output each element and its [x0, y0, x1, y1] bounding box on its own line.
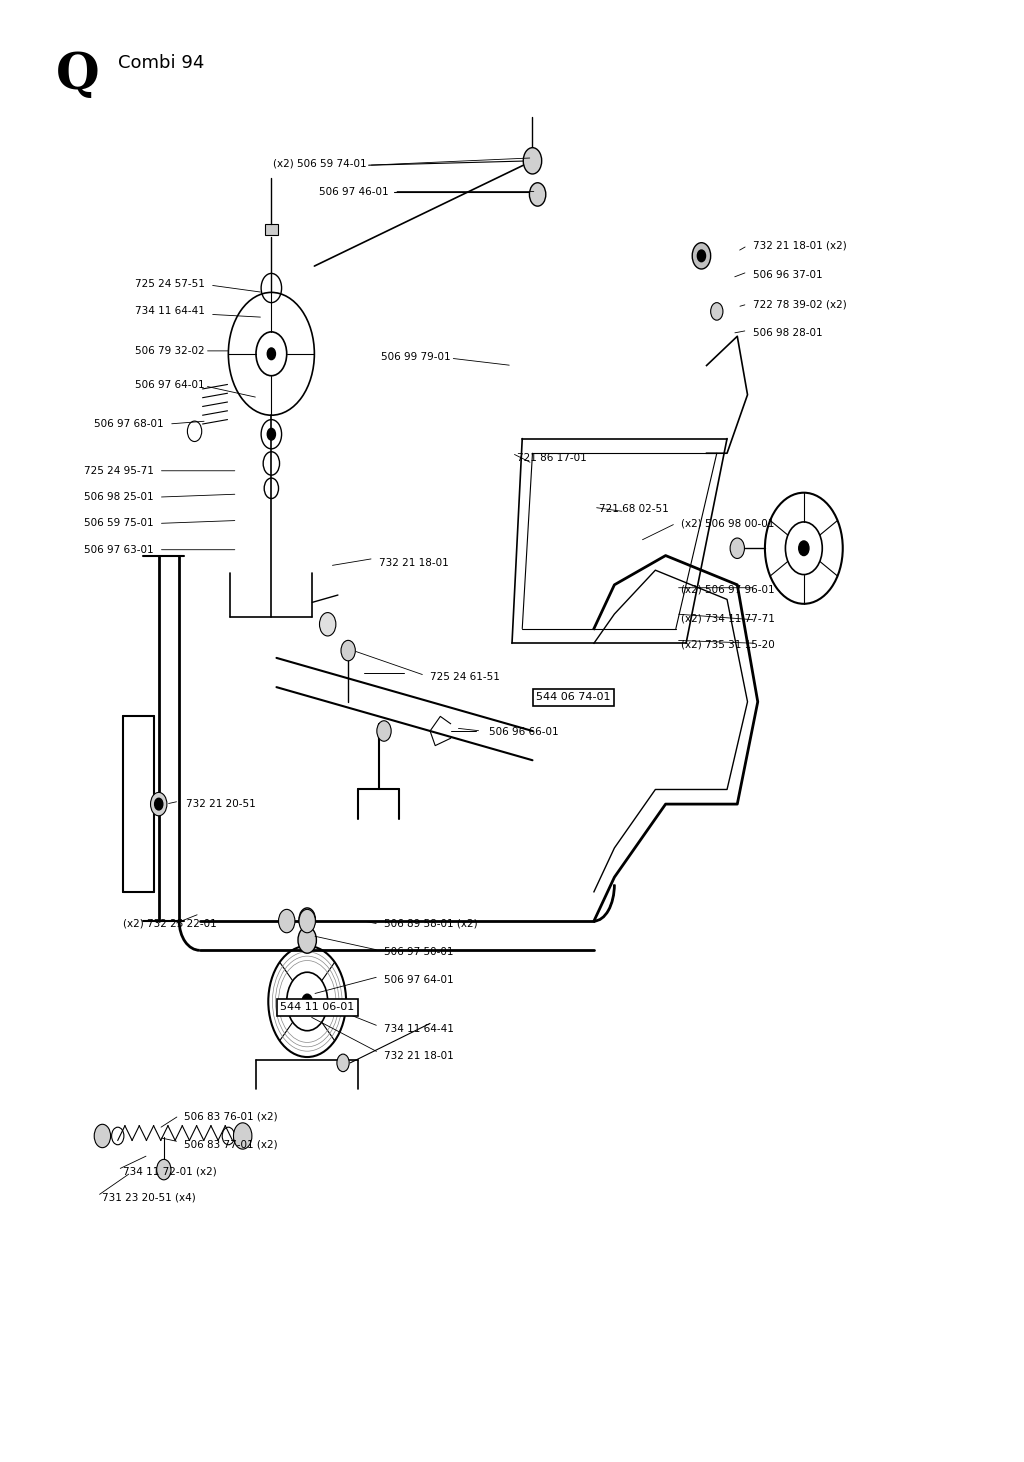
- Text: 721 68 02-51: 721 68 02-51: [599, 504, 669, 513]
- Text: (x2) 732 25 22-01: (x2) 732 25 22-01: [123, 920, 217, 928]
- Text: Combi 94: Combi 94: [118, 54, 204, 72]
- Circle shape: [299, 908, 315, 931]
- Text: 732 21 20-51: 732 21 20-51: [186, 800, 256, 808]
- Circle shape: [155, 798, 163, 810]
- Text: (x2) 506 98 00-01: (x2) 506 98 00-01: [681, 519, 774, 528]
- Circle shape: [302, 994, 312, 1009]
- Text: 725 24 61-51: 725 24 61-51: [430, 673, 500, 681]
- Circle shape: [299, 909, 315, 933]
- Text: 506 98 28-01: 506 98 28-01: [753, 329, 822, 338]
- Text: 506 97 46-01: 506 97 46-01: [319, 187, 389, 196]
- Text: 506 83 77-01 (x2): 506 83 77-01 (x2): [184, 1140, 278, 1149]
- Circle shape: [94, 1124, 111, 1148]
- Text: 506 89 58-01 (x2): 506 89 58-01 (x2): [384, 920, 477, 928]
- Text: 506 99 79-01: 506 99 79-01: [381, 352, 451, 361]
- Circle shape: [157, 1159, 171, 1180]
- Circle shape: [298, 927, 316, 953]
- Text: 506 97 68-01: 506 97 68-01: [94, 420, 164, 428]
- Text: (x2) 735 31 15-20: (x2) 735 31 15-20: [681, 640, 775, 649]
- Circle shape: [697, 250, 706, 262]
- Circle shape: [692, 243, 711, 269]
- Text: 725 24 57-51: 725 24 57-51: [135, 279, 205, 288]
- Circle shape: [341, 640, 355, 661]
- Text: 732 21 18-01 (x2): 732 21 18-01 (x2): [753, 241, 847, 250]
- Text: 732 21 18-01: 732 21 18-01: [384, 1051, 454, 1060]
- Text: 732 21 18-01: 732 21 18-01: [379, 558, 449, 567]
- Text: 731 23 20-51 (x4): 731 23 20-51 (x4): [102, 1193, 197, 1202]
- Circle shape: [233, 1123, 252, 1149]
- Circle shape: [529, 183, 546, 206]
- Circle shape: [267, 348, 275, 360]
- Text: 722 78 39-02 (x2): 722 78 39-02 (x2): [753, 300, 847, 308]
- Circle shape: [730, 538, 744, 558]
- Circle shape: [377, 721, 391, 741]
- Text: 734 11 64-41: 734 11 64-41: [384, 1025, 454, 1034]
- Text: 506 83 76-01 (x2): 506 83 76-01 (x2): [184, 1113, 278, 1121]
- Text: 506 59 75-01: 506 59 75-01: [84, 519, 154, 528]
- Text: 721 86 17-01: 721 86 17-01: [517, 453, 587, 462]
- Circle shape: [267, 428, 275, 440]
- Text: 544 06 74-01: 544 06 74-01: [537, 693, 610, 702]
- Text: (x2) 506 97 96-01: (x2) 506 97 96-01: [681, 585, 774, 594]
- Text: 734 11 72-01 (x2): 734 11 72-01 (x2): [123, 1167, 217, 1175]
- Text: (x2) 506 59 74-01: (x2) 506 59 74-01: [273, 159, 367, 168]
- Text: 725 24 95-71: 725 24 95-71: [84, 466, 154, 475]
- Text: 734 11 64-41: 734 11 64-41: [135, 307, 205, 316]
- Circle shape: [711, 303, 723, 320]
- Circle shape: [337, 1054, 349, 1072]
- Bar: [265, 224, 278, 235]
- Text: (x2) 734 11 77-71: (x2) 734 11 77-71: [681, 614, 775, 623]
- Text: 506 97 63-01: 506 97 63-01: [84, 545, 154, 554]
- Circle shape: [319, 613, 336, 636]
- Circle shape: [279, 909, 295, 933]
- Text: 506 96 37-01: 506 96 37-01: [753, 270, 822, 279]
- Text: 506 97 64-01: 506 97 64-01: [135, 380, 205, 389]
- Text: Q: Q: [56, 51, 100, 101]
- Text: 506 97 50-01: 506 97 50-01: [384, 947, 454, 956]
- Text: 506 97 64-01: 506 97 64-01: [384, 975, 454, 984]
- Circle shape: [151, 792, 167, 816]
- Text: 544 11 06-01: 544 11 06-01: [281, 1003, 354, 1012]
- Circle shape: [799, 541, 809, 556]
- Circle shape: [523, 148, 542, 174]
- Text: 506 98 25-01: 506 98 25-01: [84, 493, 154, 501]
- Text: 506 79 32-02: 506 79 32-02: [135, 346, 205, 355]
- Text: 506 96 66-01: 506 96 66-01: [489, 728, 559, 737]
